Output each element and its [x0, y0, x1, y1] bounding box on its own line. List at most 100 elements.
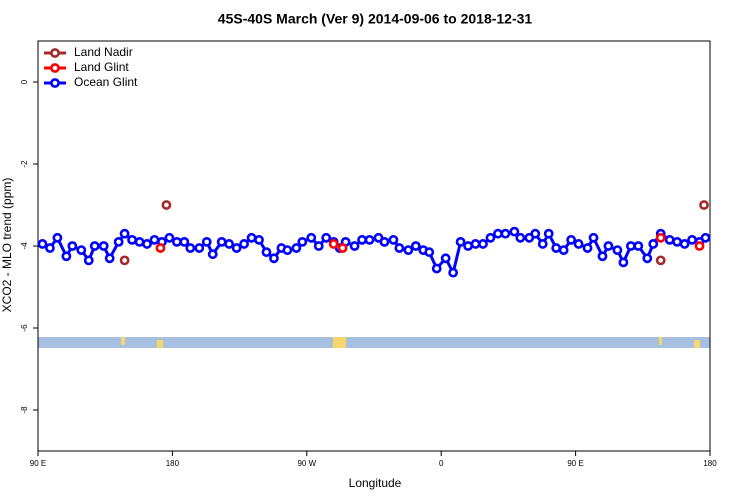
point	[699, 200, 709, 210]
point	[694, 241, 705, 251]
point	[194, 243, 205, 253]
point	[306, 232, 317, 243]
point	[603, 241, 614, 251]
point	[664, 234, 675, 245]
point	[403, 245, 414, 255]
point	[164, 232, 175, 243]
point	[357, 234, 367, 245]
point	[394, 243, 405, 253]
point	[61, 251, 72, 262]
point	[573, 239, 584, 249]
legend-marker	[50, 78, 60, 88]
point	[410, 241, 421, 251]
point	[424, 247, 435, 258]
point	[201, 236, 212, 247]
point	[448, 267, 459, 278]
point	[515, 232, 526, 243]
point	[98, 241, 109, 251]
point	[83, 255, 94, 266]
y-tick-label: -2	[20, 160, 29, 168]
point	[76, 245, 87, 255]
point	[185, 243, 196, 253]
point	[45, 243, 55, 253]
point	[171, 236, 182, 247]
point	[149, 234, 160, 245]
point	[597, 251, 608, 262]
legend-label: Ocean Glint	[74, 75, 138, 89]
point	[161, 200, 172, 210]
point	[291, 243, 302, 253]
point	[349, 241, 360, 251]
legend-marker	[50, 63, 60, 73]
point	[328, 239, 339, 249]
point	[672, 236, 683, 247]
legend-label: Land Nadir	[74, 45, 133, 59]
point	[52, 232, 63, 243]
x-tick-label: 0	[439, 459, 444, 468]
point	[379, 236, 390, 247]
land-ocean-strip	[38, 337, 710, 348]
point	[537, 239, 548, 249]
point	[530, 228, 541, 239]
y-tick-label: -8	[20, 406, 29, 414]
point	[509, 226, 520, 237]
y-axis-label: XCO2 - MLO trend (ppm)	[0, 178, 14, 313]
point	[485, 232, 496, 243]
y-tick-label: -4	[20, 242, 29, 250]
point	[104, 253, 115, 264]
y-tick-label: 0	[20, 79, 29, 84]
y-tick-label: -6	[20, 324, 29, 332]
point	[216, 236, 227, 247]
point	[455, 236, 466, 247]
point	[440, 253, 451, 264]
point	[155, 243, 166, 253]
chart-title: 45S-40S March (Ver 9) 2014-09-06 to 2018…	[218, 11, 533, 27]
point	[269, 253, 279, 264]
x-tick-label: 180	[703, 459, 717, 468]
point	[119, 228, 130, 239]
point	[655, 255, 666, 266]
point	[297, 236, 308, 247]
point	[127, 234, 137, 245]
point	[551, 243, 562, 253]
point	[625, 241, 636, 251]
point	[67, 241, 78, 251]
point	[179, 236, 190, 247]
point	[687, 234, 697, 245]
point	[500, 228, 511, 239]
point	[558, 245, 569, 255]
x-axis-label: Longitude	[349, 476, 402, 490]
point	[142, 239, 152, 249]
point	[364, 234, 375, 245]
point	[543, 228, 554, 239]
point	[282, 245, 293, 255]
point	[648, 239, 659, 249]
point	[119, 255, 130, 266]
point	[239, 239, 249, 249]
point	[388, 234, 399, 245]
point	[231, 243, 242, 253]
x-tick-label: 90 E	[567, 459, 583, 468]
point	[679, 239, 690, 249]
point	[89, 241, 100, 251]
point	[612, 245, 623, 255]
point	[463, 241, 473, 251]
point	[134, 236, 145, 247]
legend-marker	[50, 48, 60, 58]
point	[431, 263, 442, 274]
point	[655, 232, 666, 243]
point	[313, 241, 324, 251]
point	[254, 234, 264, 245]
point	[337, 243, 348, 253]
point	[582, 243, 593, 253]
x-tick-label: 90 W	[297, 459, 316, 468]
point	[493, 228, 503, 239]
point	[261, 247, 272, 258]
point	[470, 239, 481, 249]
point	[633, 241, 644, 251]
point	[566, 234, 577, 245]
point	[618, 257, 629, 268]
point	[246, 232, 257, 243]
point	[321, 232, 332, 243]
point	[478, 239, 488, 249]
